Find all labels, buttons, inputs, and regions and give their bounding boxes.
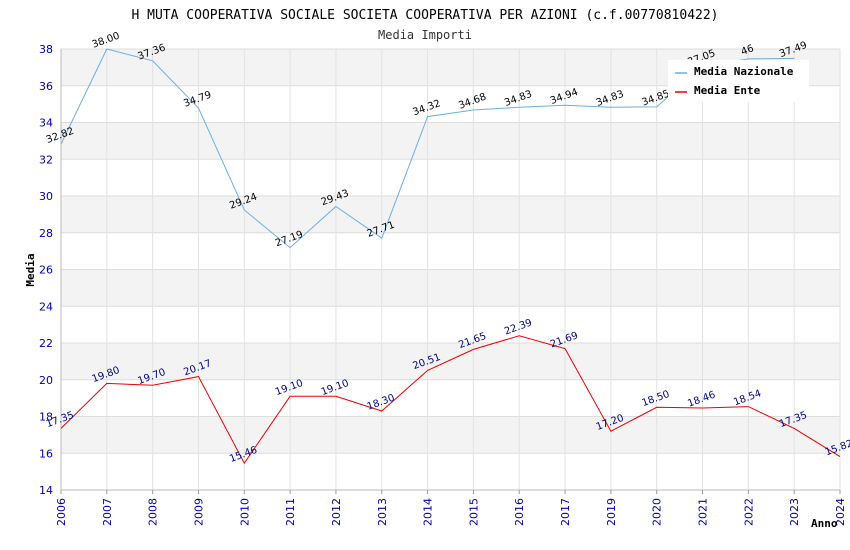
- y-tick-label: 18: [39, 411, 53, 424]
- y-axis-label: Media: [24, 253, 37, 286]
- x-tick-label: 2016: [513, 498, 526, 526]
- plot-band: [61, 196, 840, 233]
- plot-band: [61, 269, 840, 307]
- x-tick-label: 2022: [742, 498, 755, 526]
- x-tick-label: 2024: [834, 498, 847, 526]
- data-label: 46: [740, 43, 756, 58]
- x-axis-label: Anno: [811, 517, 838, 530]
- chart-title: H MUTA COOPERATIVA SOCIALE SOCIETA COOPE…: [132, 8, 719, 23]
- y-tick-label: 22: [39, 337, 53, 350]
- y-tick-label: 14: [39, 484, 53, 497]
- plot-band: [61, 159, 840, 196]
- x-tick-label: 2017: [559, 498, 572, 526]
- y-tick-label: 32: [39, 153, 53, 166]
- legend-label-nazionale: Media Nazionale: [694, 65, 794, 78]
- legend-label-ente: Media Ente: [694, 84, 761, 97]
- y-tick-label: 36: [39, 80, 53, 93]
- series-line-1: [60, 335, 841, 465]
- x-tick-label: 2015: [467, 498, 480, 526]
- x-tick-label: 2007: [101, 498, 114, 526]
- plot-band: [61, 232, 840, 270]
- x-axis-ticks: 2006 2007 2008 2009 2010 2011 2012 2013 2014 2015…: [55, 490, 847, 526]
- y-tick-label: 16: [39, 447, 53, 460]
- y-axis-ticks: 14 16 18 20 22 24 26 28 30 32 34 36 38: [39, 43, 53, 497]
- plot-band: [61, 416, 840, 454]
- plot-band: [61, 343, 840, 380]
- y-tick-label: 30: [39, 190, 53, 203]
- x-tick-label: 2012: [330, 498, 343, 526]
- y-tick-label: 26: [39, 264, 53, 277]
- legend-box: [668, 60, 809, 102]
- x-tick-label: 2021: [697, 498, 710, 526]
- plot-background-bands: [61, 49, 840, 490]
- x-tick-label: 2014: [422, 498, 435, 526]
- chart-subtitle: Media Importi: [378, 28, 472, 42]
- legend: Media Nazionale Media Ente: [668, 60, 809, 102]
- y-tick-label: 24: [39, 300, 53, 313]
- plot-band: [61, 306, 840, 343]
- x-tick-label: 2020: [651, 498, 664, 526]
- y-tick-label: 28: [39, 227, 53, 240]
- x-tick-label: 2008: [147, 498, 160, 526]
- y-tick-label: 38: [39, 43, 53, 56]
- x-tick-label: 2006: [55, 498, 68, 526]
- x-tick-label: 2010: [238, 498, 251, 526]
- x-tick-label: 2023: [788, 498, 801, 526]
- x-tick-label: 2011: [284, 498, 297, 526]
- plot-band: [61, 122, 840, 160]
- x-tick-label: 2013: [376, 498, 389, 526]
- plot-band: [61, 379, 840, 417]
- gridlines: [60, 48, 841, 491]
- data-label: 38.00: [91, 31, 122, 51]
- y-tick-label: 20: [39, 374, 53, 387]
- plot-band: [61, 453, 840, 490]
- y-tick-label: 34: [39, 117, 53, 130]
- x-tick-label: 2009: [192, 498, 205, 526]
- x-tick-label: 2019: [605, 498, 618, 526]
